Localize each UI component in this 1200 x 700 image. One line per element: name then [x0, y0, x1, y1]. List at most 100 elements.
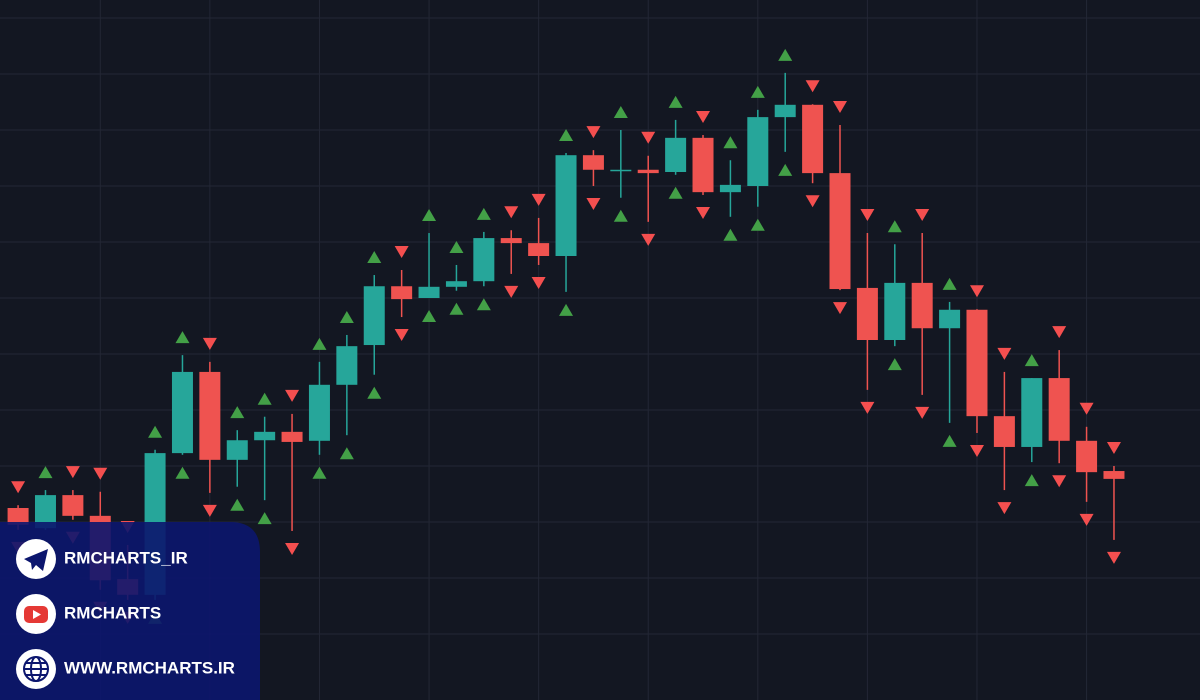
signal-marker	[422, 209, 437, 222]
signal-marker	[11, 481, 26, 494]
candle-body	[363, 286, 385, 346]
signal-marker	[339, 447, 354, 460]
signal-marker	[367, 386, 382, 399]
signal-marker	[668, 95, 683, 108]
signal-marker	[696, 206, 711, 219]
signal-marker	[476, 298, 491, 311]
globe-glyph	[23, 656, 49, 682]
signal-marker	[942, 277, 957, 290]
signal-marker	[257, 512, 272, 525]
candle-body	[610, 169, 632, 172]
candle-body	[445, 281, 467, 287]
candle-body	[1103, 471, 1125, 479]
candle-body	[665, 137, 687, 172]
signal-marker	[65, 466, 80, 479]
candle-body	[719, 184, 741, 193]
candle-body	[281, 431, 303, 442]
signal-marker	[559, 128, 574, 141]
candle-body	[226, 440, 248, 460]
signal-marker	[449, 302, 464, 315]
signal-marker	[531, 276, 546, 289]
signal-marker	[778, 48, 793, 61]
signal-marker	[202, 504, 217, 517]
signal-marker	[476, 207, 491, 220]
signal-marker	[1079, 513, 1094, 526]
signal-marker	[148, 425, 163, 438]
telegram-glyph	[24, 549, 48, 571]
signal-marker	[394, 246, 409, 258]
signal-marker	[202, 337, 217, 350]
candle-body	[555, 155, 577, 256]
candle-body	[993, 416, 1015, 447]
signal-marker	[887, 358, 902, 371]
panel-bg	[0, 522, 260, 700]
contact-text[interactable]: WWW.RMCHARTS.IR	[64, 658, 235, 677]
candle-body	[199, 371, 221, 460]
signal-marker	[339, 310, 354, 323]
signal-marker	[38, 466, 53, 479]
signal-marker	[860, 401, 875, 414]
youtube-play	[33, 610, 41, 619]
signal-marker	[312, 466, 327, 479]
signal-marker	[1079, 402, 1094, 415]
candle-body	[62, 495, 84, 516]
signal-marker	[504, 206, 519, 219]
candle-body	[911, 282, 933, 329]
candle-body	[7, 508, 29, 525]
signal-marker	[531, 193, 546, 206]
candle-body	[582, 155, 604, 170]
signal-marker	[422, 310, 437, 322]
signal-marker	[668, 186, 683, 199]
signal-marker	[778, 163, 793, 176]
signal-marker	[1052, 326, 1067, 339]
signal-marker	[833, 302, 847, 315]
signal-marker	[997, 502, 1012, 515]
signal-marker	[559, 303, 574, 316]
candle-body	[528, 243, 550, 256]
signal-marker	[175, 331, 190, 344]
candle-body	[418, 286, 440, 298]
candle-body	[802, 104, 824, 174]
candle-body	[500, 238, 522, 244]
signal-marker	[641, 131, 656, 144]
candle-body	[692, 137, 714, 193]
signal-marker	[942, 434, 957, 447]
contact-text[interactable]: RMCHARTS	[64, 603, 161, 622]
signal-marker	[833, 100, 847, 113]
signal-marker	[285, 542, 300, 555]
candle-body	[308, 384, 330, 441]
signal-marker	[1024, 474, 1039, 487]
signal-marker	[805, 80, 820, 93]
candle-body	[637, 169, 659, 174]
contact-panel: RMCHARTS_IR RMCHARTS WWW.RMCHARTS.IR	[0, 522, 260, 700]
signal-marker	[613, 106, 628, 118]
signal-marker	[1106, 442, 1121, 454]
contact-text[interactable]: RMCHARTS_IR	[64, 548, 188, 567]
signal-marker	[805, 195, 820, 208]
candle-body	[336, 346, 358, 385]
candle-body	[774, 104, 796, 118]
candle-body	[1021, 378, 1043, 447]
candle-body	[939, 309, 961, 329]
signal-marker	[93, 467, 108, 480]
signal-marker	[367, 251, 382, 264]
signal-marker	[696, 111, 711, 124]
signal-marker	[285, 389, 300, 402]
signal-marker	[1052, 475, 1067, 488]
signal-marker	[915, 406, 930, 419]
signal-marker	[750, 218, 765, 231]
signal-marker	[1106, 551, 1121, 564]
signal-marker	[915, 209, 930, 222]
signal-marker	[586, 126, 601, 139]
signal-marker	[586, 198, 601, 210]
candle-body	[856, 287, 878, 340]
candle-body	[966, 309, 988, 417]
signal-marker	[969, 444, 984, 457]
signal-marker	[750, 85, 765, 98]
signal-marker	[723, 228, 738, 241]
signal-marker	[175, 466, 190, 479]
signal-marker	[860, 209, 875, 222]
signal-marker	[641, 233, 656, 246]
signal-marker	[394, 329, 409, 342]
